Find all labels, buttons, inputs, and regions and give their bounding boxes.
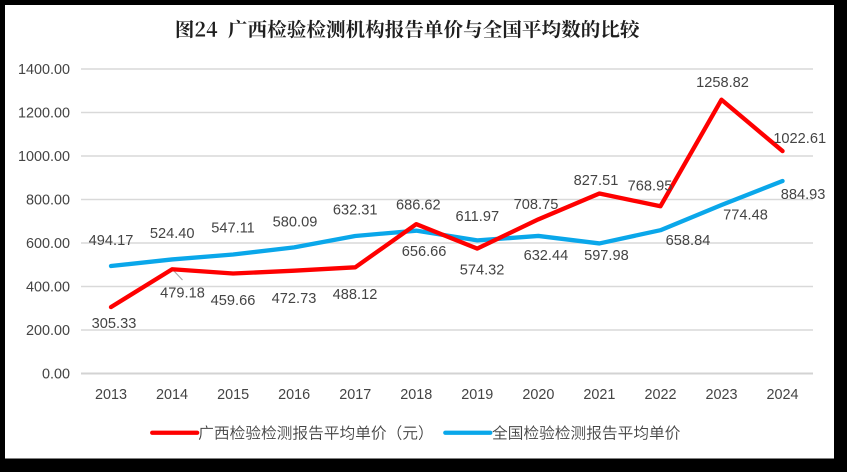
svg-text:708.75: 708.75	[514, 197, 559, 213]
svg-text:547.11: 547.11	[211, 221, 255, 237]
svg-text:600.00: 600.00	[26, 236, 70, 252]
svg-text:0.00: 0.00	[42, 367, 70, 383]
svg-text:574.32: 574.32	[460, 263, 505, 279]
svg-text:488.12: 488.12	[333, 287, 378, 303]
svg-text:2024: 2024	[767, 387, 799, 403]
svg-text:305.33: 305.33	[92, 316, 137, 332]
svg-text:632.31: 632.31	[333, 203, 378, 219]
svg-text:1258.82: 1258.82	[696, 75, 749, 91]
svg-text:200.00: 200.00	[26, 323, 70, 339]
svg-text:2022: 2022	[644, 387, 676, 403]
svg-text:2018: 2018	[400, 387, 432, 403]
svg-text:1400.00: 1400.00	[18, 62, 70, 78]
svg-text:2015: 2015	[217, 387, 249, 403]
svg-text:827.51: 827.51	[574, 173, 619, 189]
svg-text:2021: 2021	[583, 387, 615, 403]
svg-text:494.17: 494.17	[89, 233, 134, 249]
svg-text:1000.00: 1000.00	[18, 149, 70, 165]
svg-text:400.00: 400.00	[26, 280, 70, 296]
svg-text:2017: 2017	[339, 387, 371, 403]
svg-text:479.18: 479.18	[160, 285, 205, 301]
svg-text:800.00: 800.00	[26, 193, 70, 209]
svg-text:580.09: 580.09	[273, 215, 318, 231]
svg-text:2020: 2020	[522, 387, 554, 403]
svg-text:2014: 2014	[156, 387, 188, 403]
svg-text:2019: 2019	[461, 387, 493, 403]
svg-text:656.66: 656.66	[402, 244, 447, 260]
svg-text:459.66: 459.66	[211, 293, 256, 309]
svg-text:472.73: 472.73	[272, 291, 317, 307]
svg-text:686.62: 686.62	[396, 197, 441, 213]
svg-text:2013: 2013	[95, 387, 127, 403]
svg-text:524.40: 524.40	[150, 226, 195, 242]
svg-text:597.98: 597.98	[584, 248, 629, 264]
svg-text:658.84: 658.84	[666, 233, 711, 249]
svg-text:2016: 2016	[278, 387, 310, 403]
svg-text:632.44: 632.44	[524, 248, 569, 264]
svg-text:2023: 2023	[705, 387, 737, 403]
svg-text:1022.61: 1022.61	[773, 131, 826, 147]
svg-text:1200.00: 1200.00	[18, 106, 70, 122]
svg-text:768.95: 768.95	[628, 179, 673, 195]
svg-text:611.97: 611.97	[456, 209, 500, 225]
svg-text:774.48: 774.48	[723, 208, 768, 224]
svg-text:884.93: 884.93	[781, 187, 826, 203]
